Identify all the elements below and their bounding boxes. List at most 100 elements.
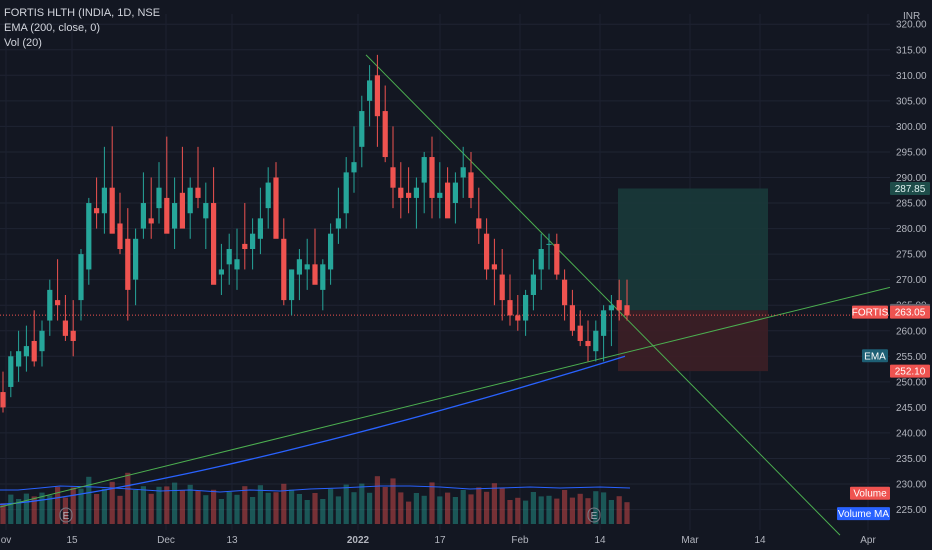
candle-body	[538, 249, 544, 270]
volume-bar	[47, 495, 53, 524]
earnings-letter: E	[591, 511, 598, 522]
candle	[398, 162, 404, 219]
candle-body	[125, 238, 131, 290]
candle-body	[468, 172, 474, 198]
volume-bar	[421, 495, 427, 524]
volume-bar	[476, 487, 482, 524]
candle	[211, 167, 217, 285]
candle-body	[616, 300, 622, 311]
candle-body	[187, 187, 193, 214]
candle	[577, 310, 583, 347]
candle	[507, 274, 513, 326]
volume-bar	[117, 495, 123, 524]
volume-bar	[374, 476, 380, 524]
candle-body	[335, 218, 341, 229]
volume-bar	[78, 488, 84, 524]
candle-body	[47, 289, 53, 321]
volume-bar	[62, 497, 68, 524]
ema-tag: EMA	[862, 349, 888, 363]
candle	[187, 177, 193, 239]
candle-body	[226, 249, 232, 265]
candle	[195, 146, 201, 209]
candle-body	[585, 340, 591, 347]
volume-bars	[0, 472, 630, 524]
candle-body	[546, 243, 552, 245]
current-price-tag-bg	[890, 305, 930, 319]
candle	[515, 294, 521, 331]
volume-bar	[265, 492, 271, 524]
volume-bar	[554, 498, 560, 524]
candle-body	[476, 218, 482, 229]
candle	[538, 233, 544, 290]
candle-body	[429, 157, 435, 198]
volume-bar	[585, 498, 591, 524]
candle	[47, 279, 53, 336]
x-tick-label: Mar	[681, 535, 699, 546]
candle	[569, 289, 575, 336]
candle	[23, 325, 29, 372]
candle	[62, 294, 68, 341]
volume-bar	[234, 494, 240, 524]
y-tick-label: 250.00	[896, 377, 927, 388]
candle	[429, 136, 435, 219]
candle-body	[218, 269, 224, 275]
x-tick-label: 13	[226, 535, 238, 546]
candle	[554, 233, 560, 280]
volume-bar	[312, 493, 318, 524]
candle-body	[569, 305, 575, 331]
candle-body	[62, 320, 68, 336]
candle	[616, 279, 622, 321]
volume-bar	[445, 492, 451, 524]
candle-body	[39, 330, 45, 352]
candle-body	[133, 238, 139, 280]
stop-price-tag: 252.10	[890, 364, 930, 378]
candle	[140, 172, 146, 239]
candle	[78, 249, 84, 321]
candle	[335, 187, 341, 244]
current-price-tag-text: 263.05	[895, 308, 926, 319]
candle-body	[101, 187, 107, 214]
volume-bar	[164, 486, 170, 524]
time-axis[interactable]: ov 15 Dec 13 2022 17 Feb 14 Mar 14 Apr	[1, 535, 877, 546]
x-tick-label: 17	[434, 535, 446, 546]
volume-bar	[0, 503, 6, 524]
candle-body	[70, 330, 76, 341]
symbol-tag-text: FORTIS	[852, 308, 889, 319]
volume-bar	[601, 492, 607, 524]
earnings-icon	[587, 507, 601, 523]
candle	[148, 177, 154, 239]
symbol-title[interactable]: FORTIS HLTH (INDIA, 1D, NSE	[4, 7, 161, 19]
candle	[437, 162, 443, 219]
ema-tag-bg	[862, 349, 888, 363]
candle-body	[211, 203, 217, 285]
volume-bar	[187, 484, 193, 524]
volume-bar	[109, 481, 115, 524]
volume-bar	[289, 489, 295, 524]
candle	[491, 238, 497, 306]
candle	[70, 300, 76, 357]
candle-body	[195, 187, 201, 198]
volume-bar	[242, 486, 248, 524]
candle	[562, 269, 568, 321]
ema-indicator-label[interactable]: EMA (200, close, 0)	[4, 22, 100, 34]
volume-tag-bg	[850, 486, 890, 500]
volume-bar	[523, 500, 529, 524]
volume-bar	[382, 487, 388, 524]
x-tick-label: Apr	[860, 535, 876, 546]
candle-body	[577, 325, 583, 341]
candle-body	[257, 218, 263, 239]
candle-body	[398, 187, 404, 198]
candle	[296, 249, 302, 301]
volume-bar	[304, 500, 310, 524]
y-tick-label: 240.00	[896, 428, 927, 439]
y-tick-label: 295.00	[896, 147, 927, 158]
candle	[523, 289, 529, 336]
candle-body	[367, 80, 373, 101]
volume-bar	[140, 486, 146, 524]
volume-indicator-label[interactable]: Vol (20)	[4, 37, 42, 49]
y-tick-label: 275.00	[896, 250, 927, 261]
price-axis[interactable]: 225.00 230.00 235.00 240.00 245.00 250.00 255.…	[896, 11, 927, 516]
candle	[8, 351, 14, 398]
candle-body	[390, 167, 396, 188]
